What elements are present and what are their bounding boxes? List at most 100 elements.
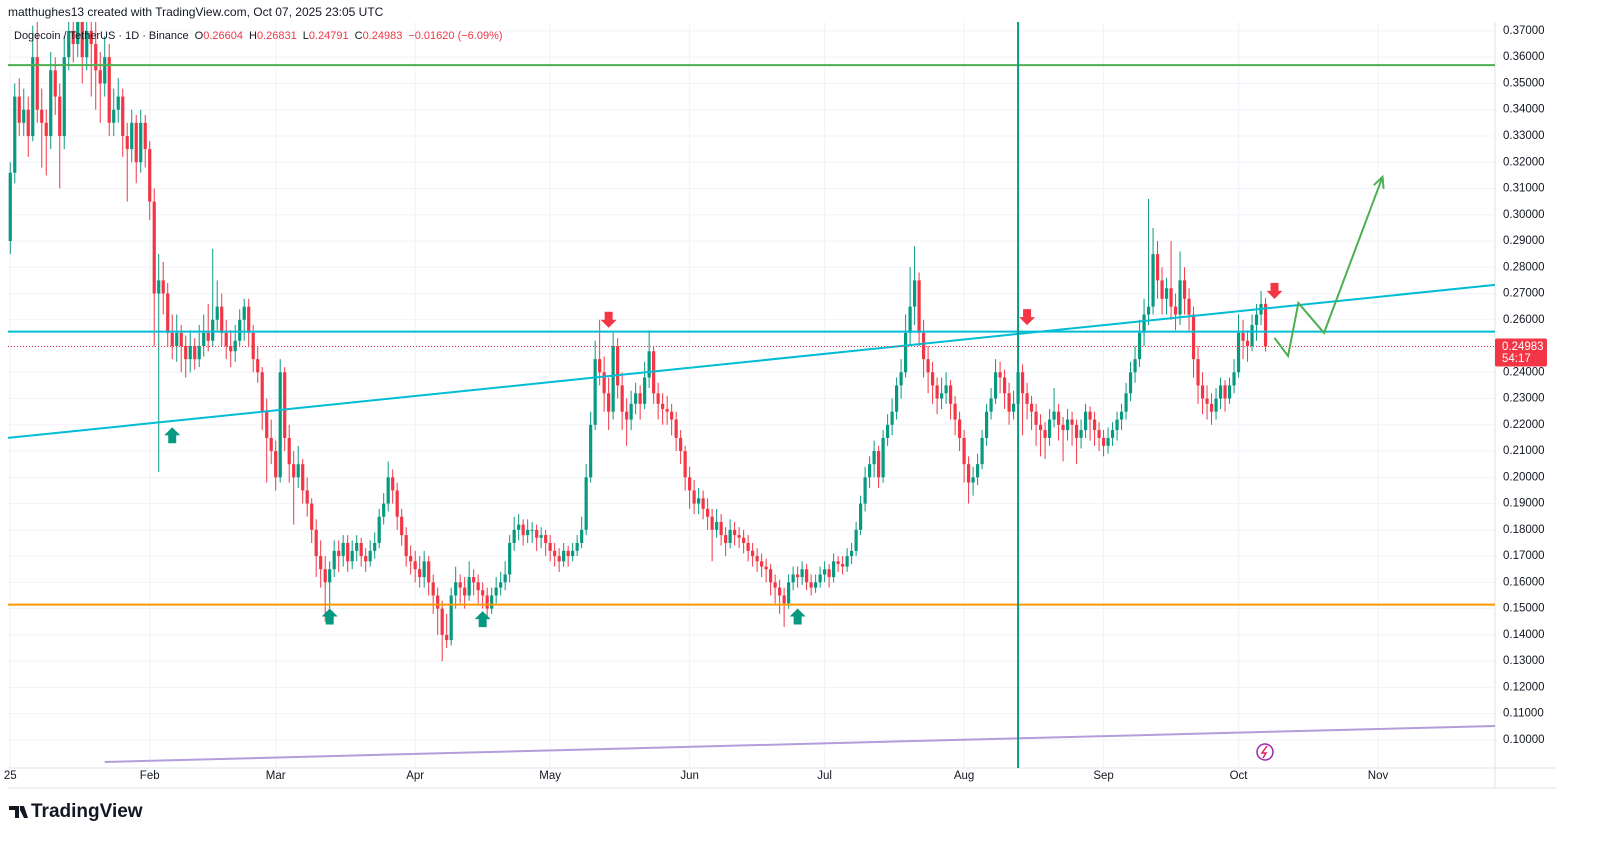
ohlc-value: 0.26831: [257, 30, 297, 42]
candle-body: [760, 561, 764, 567]
candle-body: [1241, 332, 1245, 341]
candle-body: [283, 372, 287, 438]
y-tick-label: 0.36000: [1503, 51, 1545, 63]
candle-body: [1250, 325, 1254, 347]
ohlc-value: 0.24791: [309, 30, 349, 42]
candle-body: [472, 577, 476, 583]
candle-body: [688, 477, 692, 491]
candle-body: [400, 516, 404, 536]
candle-body: [1133, 359, 1137, 373]
candle-body: [1214, 398, 1218, 412]
candle-body: [966, 464, 971, 483]
candle-body: [1209, 403, 1214, 412]
x-tick-label: Mar: [266, 770, 286, 782]
candle-body: [1101, 437, 1106, 446]
candle-body: [755, 556, 759, 562]
candle-body: [175, 332, 179, 347]
candle-body: [800, 569, 804, 578]
x-tick-label: Feb: [140, 770, 160, 782]
candle-body: [1223, 385, 1227, 399]
candle-body: [418, 569, 422, 578]
candle-body: [742, 537, 746, 543]
candle-body: [395, 490, 399, 517]
candle-body: [431, 582, 435, 596]
up-arrow: [164, 427, 181, 444]
candle-body: [890, 411, 894, 425]
candle-body: [611, 346, 615, 412]
candle-body: [1034, 411, 1038, 425]
candle-body: [1083, 411, 1088, 431]
up-arrow: [789, 608, 806, 625]
candle-body: [895, 385, 899, 412]
candle-body: [674, 419, 678, 438]
candle-body: [323, 569, 327, 583]
candle-body: [148, 149, 152, 202]
candle-body: [382, 503, 386, 517]
candle-body: [1254, 314, 1259, 326]
candle-body: [476, 582, 480, 591]
candle-body: [206, 332, 210, 341]
candle-body: [733, 529, 737, 536]
y-tick-label: 0.13000: [1503, 655, 1545, 667]
y-tick-label: 0.17000: [1503, 550, 1545, 562]
candle-body: [634, 393, 638, 404]
trend-line: [104, 724, 1495, 763]
y-tick-label: 0.29000: [1503, 235, 1545, 247]
candle-body: [584, 477, 588, 530]
candle-body: [1110, 430, 1115, 438]
candle-body: [85, 30, 89, 58]
projection-path: [1273, 176, 1384, 359]
y-tick-label: 0.32000: [1503, 156, 1545, 168]
candle-body: [1218, 385, 1223, 399]
candle-body: [62, 57, 66, 136]
candle-body: [508, 542, 512, 575]
candle-body: [440, 608, 444, 635]
candle-body: [166, 293, 170, 333]
candle-body: [130, 122, 134, 150]
candle-body: [265, 411, 269, 438]
candle-body: [1232, 372, 1236, 386]
y-tick-label: 0.20000: [1503, 471, 1545, 483]
candle-body: [665, 409, 669, 412]
candle-body: [1056, 411, 1061, 425]
candle-body: [238, 319, 242, 341]
candle-body: [814, 582, 818, 588]
x-tick-label: Jun: [680, 770, 699, 782]
candle-body: [877, 451, 881, 478]
candle-body: [1128, 372, 1133, 394]
candle-body: [314, 529, 318, 557]
candle-body: [526, 529, 530, 536]
candle-body: [706, 508, 710, 517]
candle-body: [670, 411, 674, 420]
candle-body: [683, 451, 687, 478]
candle-body: [17, 96, 21, 123]
candle-body: [103, 57, 107, 84]
candle-body: [44, 122, 48, 136]
candle-body: [1124, 393, 1128, 412]
candle-body: [224, 332, 228, 347]
y-tick-label: 0.24000: [1503, 366, 1545, 378]
candle-body: [319, 556, 323, 570]
candle-body: [134, 122, 138, 163]
candle-body: [350, 550, 354, 562]
candle-body: [989, 398, 993, 412]
y-tick-label: 0.27000: [1503, 288, 1545, 300]
candle-body: [512, 529, 516, 543]
candle-body: [112, 109, 116, 123]
candle-body: [449, 595, 453, 641]
candle-body: [485, 595, 489, 609]
y-tick-label: 0.28000: [1503, 261, 1545, 273]
candle-body: [571, 550, 575, 557]
candle-body: [836, 561, 840, 564]
candle-body: [818, 574, 822, 583]
ohlc-label: O: [195, 30, 204, 42]
candle-body: [94, 44, 98, 71]
candle-body: [332, 550, 336, 570]
ohlc-label: L: [303, 30, 309, 42]
candle-body: [715, 521, 719, 530]
y-tick-label: 0.30000: [1503, 209, 1545, 221]
x-tick-label: Jul: [817, 770, 832, 782]
candle-body: [494, 587, 498, 596]
candle-body: [1187, 298, 1191, 315]
